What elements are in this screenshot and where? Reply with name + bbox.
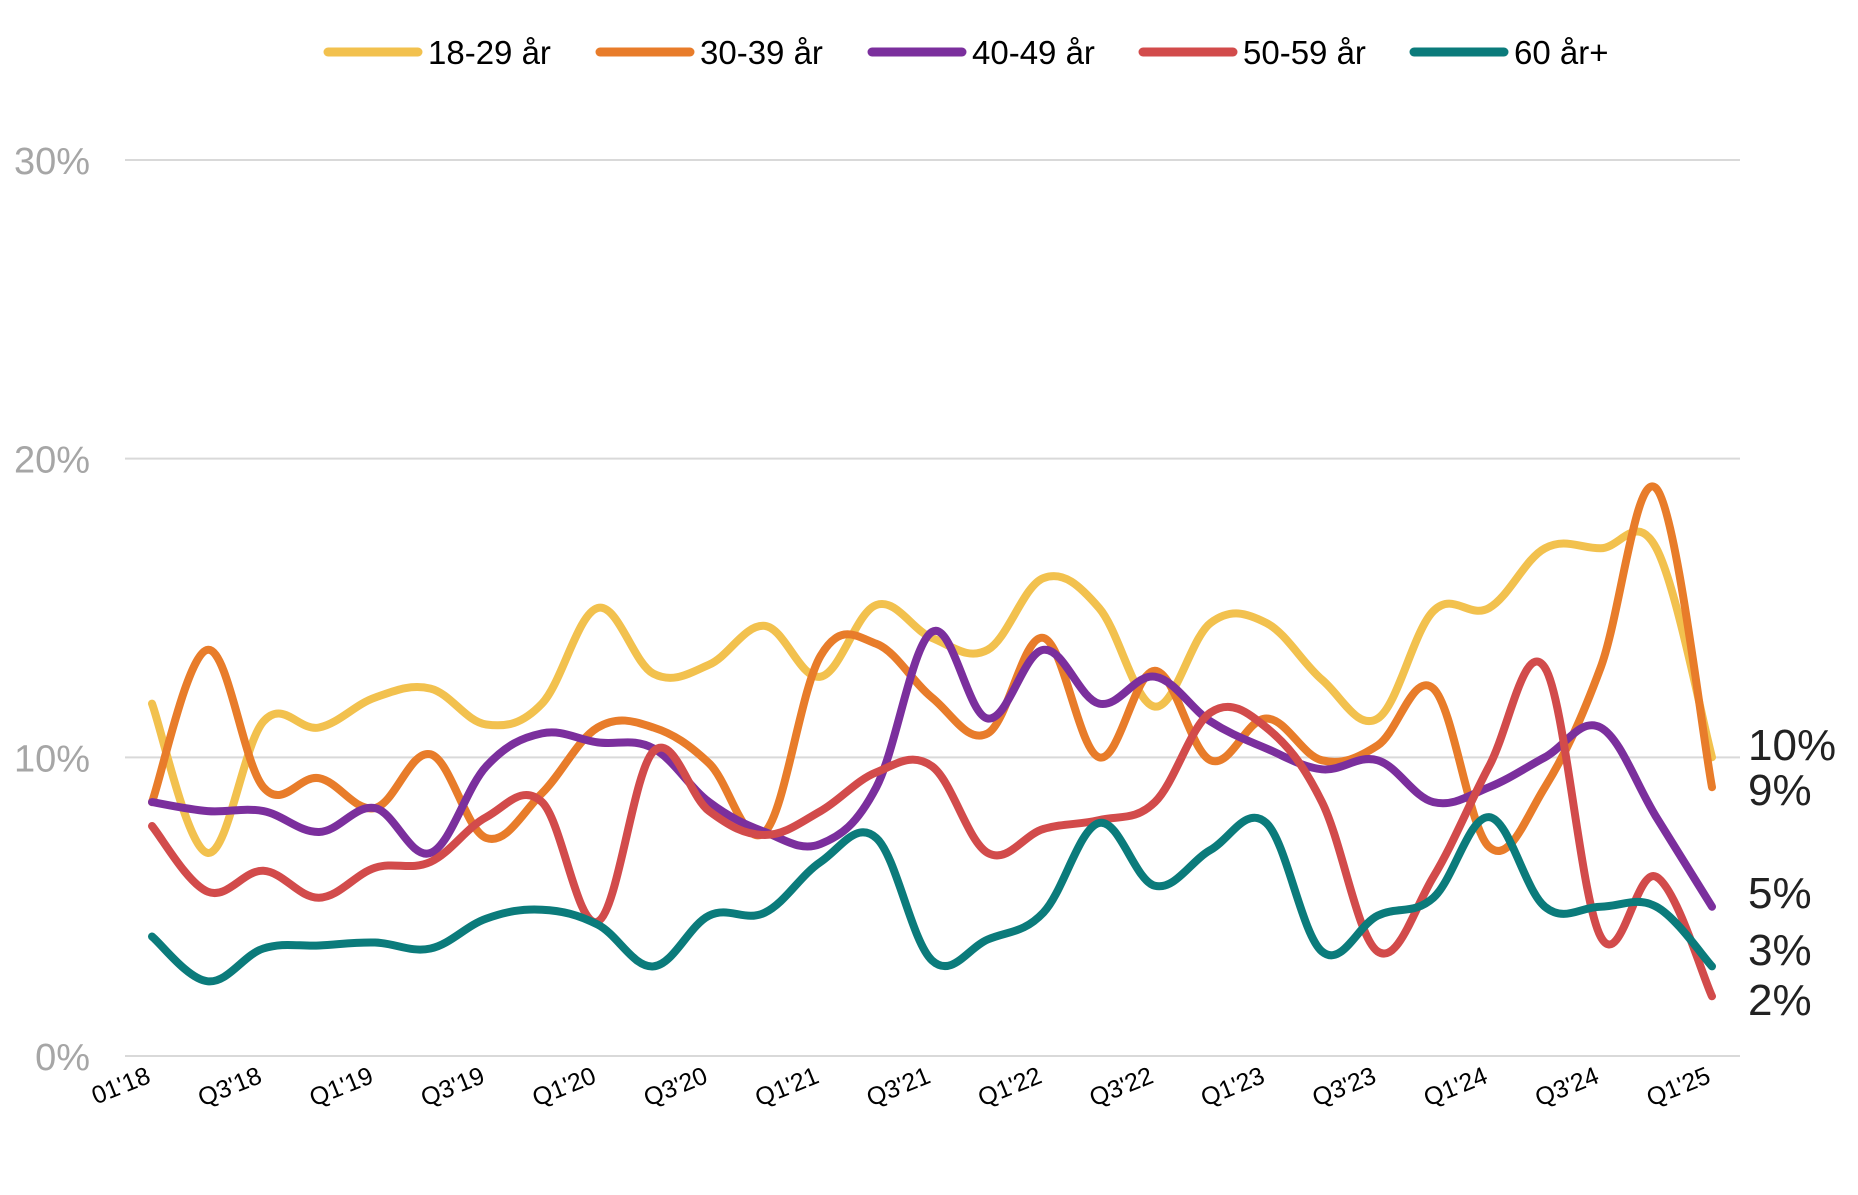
legend-label: 60 år+ — [1514, 34, 1609, 71]
x-axis-ticks: 01'18 Q3'18 Q1'19 Q3'19 Q1'20 Q3'20 Q1'21 Q3'21… — [88, 1062, 1714, 1113]
x-tick-label: Q1'22 — [974, 1062, 1046, 1113]
legend: 18-29 år 30-39 år 40-49 år 50-59 år 60 år+ — [323, 34, 1609, 71]
x-tick-label: Q3'18 — [194, 1062, 266, 1113]
legend-label: 30-39 år — [700, 34, 823, 71]
end-label: 2% — [1748, 976, 1812, 1025]
x-tick-label: Q3'24 — [1531, 1062, 1603, 1113]
series-line-50-59-r — [148, 657, 1716, 1001]
x-tick-label: 01'18 — [88, 1062, 154, 1111]
x-tick-label: Q1'23 — [1197, 1062, 1269, 1113]
x-tick-label: Q1'19 — [305, 1062, 377, 1113]
end-labels: 10%9% 5% 3%2% — [1748, 721, 1836, 1025]
x-tick-label: Q3'21 — [863, 1062, 935, 1113]
end-label: 3% — [1748, 926, 1812, 975]
x-tick-label: Q3'20 — [640, 1062, 712, 1113]
x-tick-label: Q1'20 — [528, 1062, 600, 1113]
x-tick-label: Q3'19 — [417, 1062, 489, 1113]
end-label: 5% — [1748, 869, 1812, 918]
series-line-30-39-r — [148, 482, 1716, 855]
legend-label: 50-59 år — [1243, 34, 1366, 71]
x-tick-label: Q1'21 — [751, 1062, 823, 1113]
series-line-40-49-r — [148, 626, 1716, 911]
gridlines — [125, 159, 1740, 1057]
x-tick-label: Q3'23 — [1308, 1062, 1380, 1113]
end-label: 9% — [1748, 766, 1812, 815]
y-tick-label: 30% — [14, 141, 90, 183]
x-tick-label: Q3'22 — [1085, 1062, 1157, 1113]
x-tick-label: Q1'24 — [1420, 1062, 1492, 1113]
series-lines — [148, 482, 1716, 1001]
legend-label: 40-49 år — [972, 34, 1095, 71]
x-tick-label: Q1'25 — [1643, 1062, 1715, 1113]
end-label: 10% — [1748, 721, 1836, 770]
y-tick-label: 10% — [14, 738, 90, 780]
series-line-18-29-r — [148, 527, 1716, 857]
y-tick-label: 0% — [35, 1037, 90, 1079]
y-tick-label: 20% — [14, 440, 90, 482]
legend-label: 18-29 år — [428, 34, 551, 71]
series-line-60-r — [148, 813, 1716, 986]
y-axis-ticks: 0% 10% 20% 30% — [14, 141, 90, 1079]
